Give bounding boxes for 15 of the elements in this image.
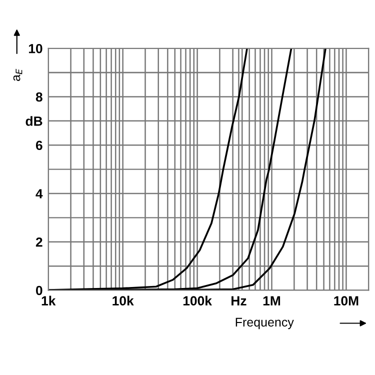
x-tick-label: 1k bbox=[42, 296, 56, 306]
y-tick-label: 10 bbox=[28, 44, 42, 54]
x-tick-label: 10M bbox=[334, 296, 358, 306]
x-axis-title: Frequency bbox=[236, 318, 294, 330]
y-tick-label: 6 bbox=[36, 140, 42, 150]
y-tick-label: 8 bbox=[36, 92, 42, 102]
x-tick-label: 1M bbox=[263, 296, 280, 306]
y-tick-label: dB bbox=[26, 116, 42, 126]
y-tick-label: 2 bbox=[36, 237, 42, 247]
y-axis-title: a$_{E}$ bbox=[13, 68, 22, 81]
x-tick-label: 100k bbox=[183, 296, 212, 306]
y-tick-label: 0 bbox=[36, 286, 42, 296]
y-tick-label: 4 bbox=[36, 189, 43, 198]
x-tick-label: 10k bbox=[112, 296, 134, 306]
x-tick-label: Hz bbox=[232, 296, 246, 306]
